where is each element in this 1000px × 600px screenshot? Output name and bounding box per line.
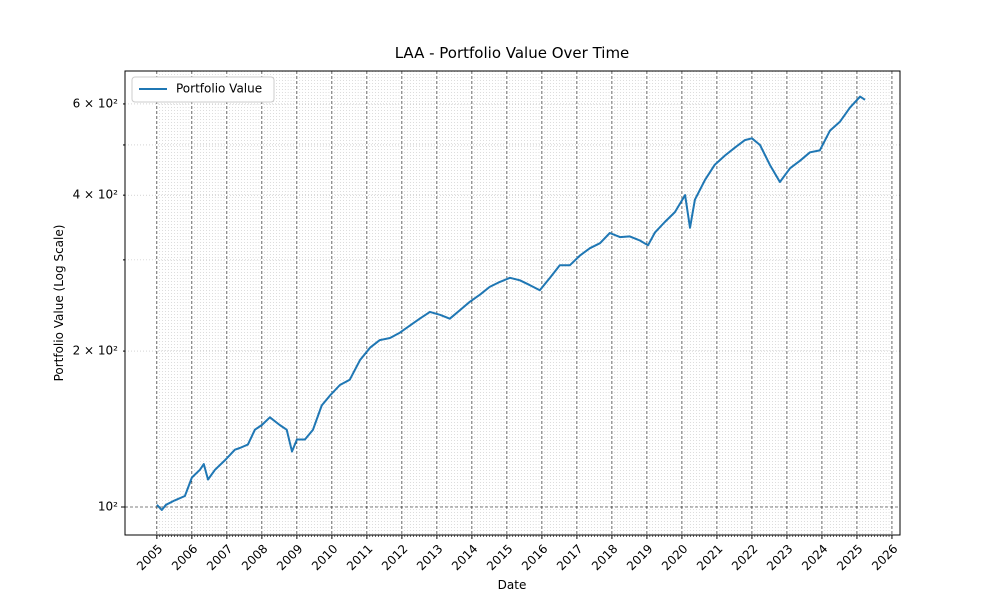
- plot-frame: [124, 70, 901, 536]
- y-tick-label: 4 × 10²: [73, 188, 119, 202]
- y-tick-label: 10²: [98, 500, 118, 514]
- y-axis-label: Portfolio Value (Log Scale): [52, 225, 66, 382]
- legend-label: Portfolio Value: [176, 82, 262, 96]
- y-tick-label: 2 × 10²: [73, 344, 119, 358]
- legend-box: [131, 76, 275, 103]
- grid: [121, 71, 900, 539]
- legend: Portfolio Value: [131, 76, 275, 103]
- y-tick-label: 6 × 10²: [73, 96, 119, 110]
- series-line: [156, 95, 866, 511]
- chart-title: LAA - Portfolio Value Over Time: [395, 44, 630, 62]
- plot: [156, 95, 866, 511]
- x-axis-label: Date: [498, 578, 527, 592]
